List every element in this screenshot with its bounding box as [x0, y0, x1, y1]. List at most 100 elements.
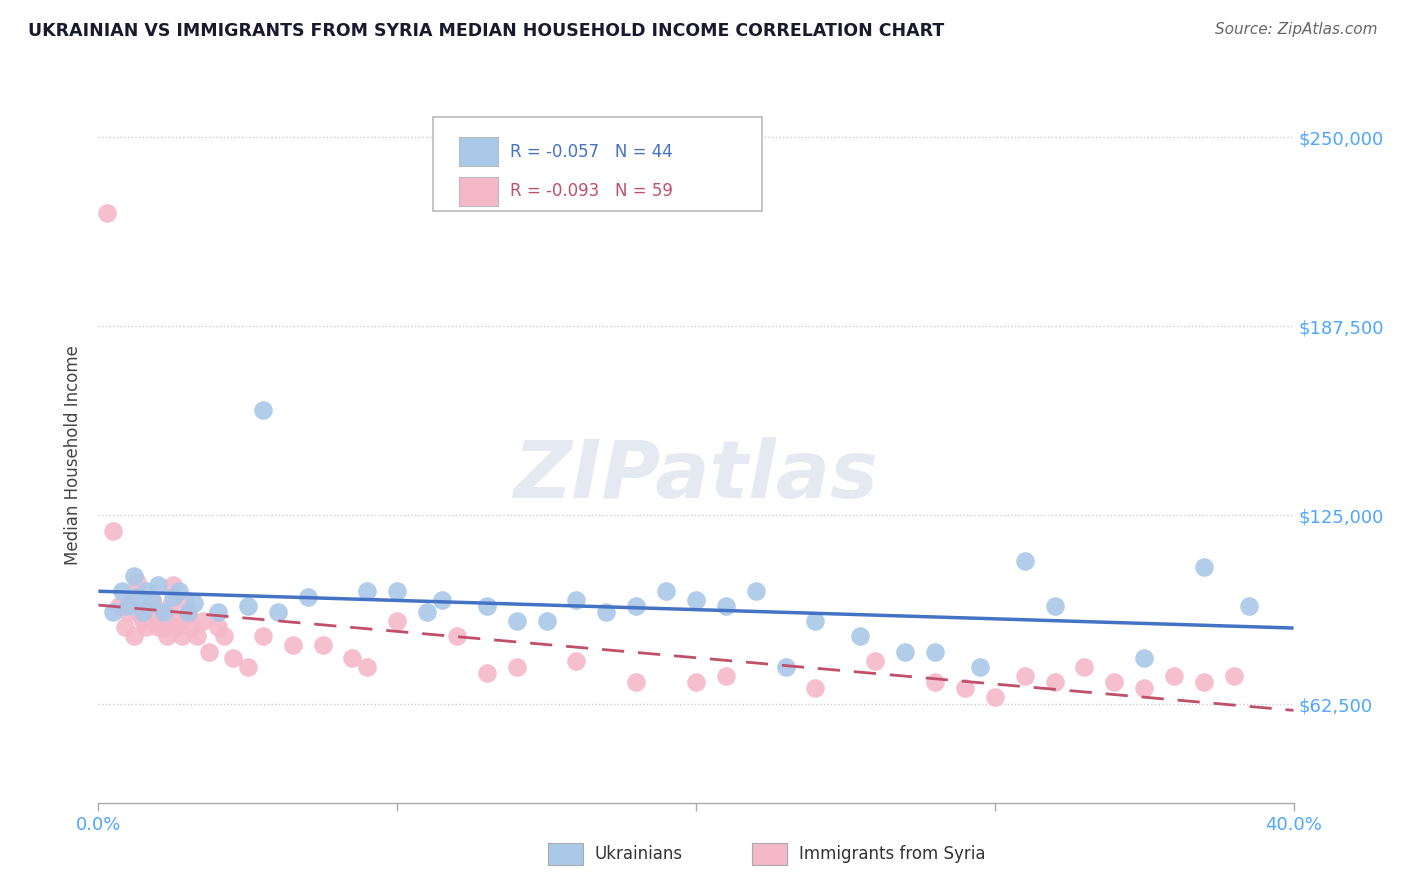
Point — [148, 578, 170, 592]
Point — [198, 644, 221, 658]
Point — [804, 681, 827, 695]
FancyBboxPatch shape — [433, 118, 762, 211]
Point — [103, 605, 125, 619]
Point — [506, 615, 529, 629]
Point — [150, 605, 173, 619]
Point — [212, 629, 235, 643]
Point — [1192, 559, 1215, 574]
Point — [745, 584, 768, 599]
Point — [108, 599, 131, 614]
Point — [127, 574, 149, 589]
Point — [267, 605, 290, 619]
Point — [207, 620, 229, 634]
Point — [1104, 674, 1126, 689]
Text: Ukrainians: Ukrainians — [595, 845, 683, 863]
Point — [174, 593, 197, 607]
Point — [1073, 659, 1095, 673]
Point — [183, 596, 205, 610]
Point — [984, 690, 1007, 704]
Text: UKRAINIAN VS IMMIGRANTS FROM SYRIA MEDIAN HOUSEHOLD INCOME CORRELATION CHART: UKRAINIAN VS IMMIGRANTS FROM SYRIA MEDIA… — [28, 22, 945, 40]
Point — [1237, 599, 1260, 614]
Point — [356, 659, 378, 673]
Point — [685, 674, 707, 689]
Point — [129, 608, 152, 623]
Point — [1014, 554, 1036, 568]
Point — [167, 615, 190, 629]
Point — [124, 569, 146, 583]
Text: Source: ZipAtlas.com: Source: ZipAtlas.com — [1215, 22, 1378, 37]
Point — [1163, 669, 1185, 683]
Point — [565, 593, 588, 607]
Point — [207, 605, 229, 619]
Bar — [460, 177, 498, 206]
Point — [252, 629, 274, 643]
Point — [1192, 674, 1215, 689]
Point — [222, 650, 245, 665]
Point — [1223, 669, 1246, 683]
Point — [141, 593, 163, 607]
Point — [172, 629, 194, 643]
Point — [135, 620, 157, 634]
Point — [236, 599, 259, 614]
Point — [177, 608, 200, 623]
Point — [565, 654, 588, 668]
Point — [180, 620, 202, 634]
Point — [236, 659, 259, 673]
Point — [685, 593, 707, 607]
Point — [804, 615, 827, 629]
Point — [626, 674, 648, 689]
Point — [191, 615, 214, 629]
Point — [924, 644, 946, 658]
Text: R = -0.093   N = 59: R = -0.093 N = 59 — [509, 182, 672, 200]
Point — [356, 584, 378, 599]
Point — [714, 669, 737, 683]
Point — [865, 654, 887, 668]
Point — [849, 629, 872, 643]
Point — [114, 620, 136, 634]
Point — [281, 639, 304, 653]
Text: R = -0.057   N = 44: R = -0.057 N = 44 — [509, 143, 672, 161]
Point — [96, 206, 118, 220]
Bar — [460, 137, 498, 166]
Point — [536, 615, 558, 629]
Point — [385, 584, 409, 599]
Point — [252, 402, 274, 417]
Point — [159, 599, 181, 614]
Point — [153, 620, 176, 634]
Point — [506, 659, 529, 673]
Point — [714, 599, 737, 614]
Point — [143, 615, 166, 629]
Point — [1043, 674, 1066, 689]
Point — [124, 629, 146, 643]
Point — [595, 605, 617, 619]
Text: Immigrants from Syria: Immigrants from Syria — [799, 845, 986, 863]
Point — [311, 639, 333, 653]
Point — [186, 629, 208, 643]
Bar — [548, 843, 583, 865]
Point — [1133, 650, 1156, 665]
Point — [1133, 681, 1156, 695]
Point — [416, 605, 439, 619]
Point — [138, 599, 160, 614]
Point — [475, 599, 498, 614]
Point — [165, 620, 187, 634]
Point — [141, 593, 163, 607]
Point — [342, 650, 364, 665]
Point — [167, 584, 190, 599]
Point — [775, 659, 797, 673]
Text: ZIPatlas: ZIPatlas — [513, 437, 879, 515]
Point — [162, 590, 184, 604]
Point — [177, 605, 200, 619]
Point — [156, 629, 179, 643]
Point — [117, 599, 139, 614]
Point — [132, 615, 155, 629]
Point — [162, 578, 184, 592]
Point — [297, 590, 319, 604]
Point — [135, 584, 157, 599]
Point — [385, 615, 409, 629]
Point — [148, 620, 170, 634]
Point — [626, 599, 648, 614]
Point — [430, 593, 453, 607]
Point — [446, 629, 468, 643]
Point — [120, 593, 142, 607]
